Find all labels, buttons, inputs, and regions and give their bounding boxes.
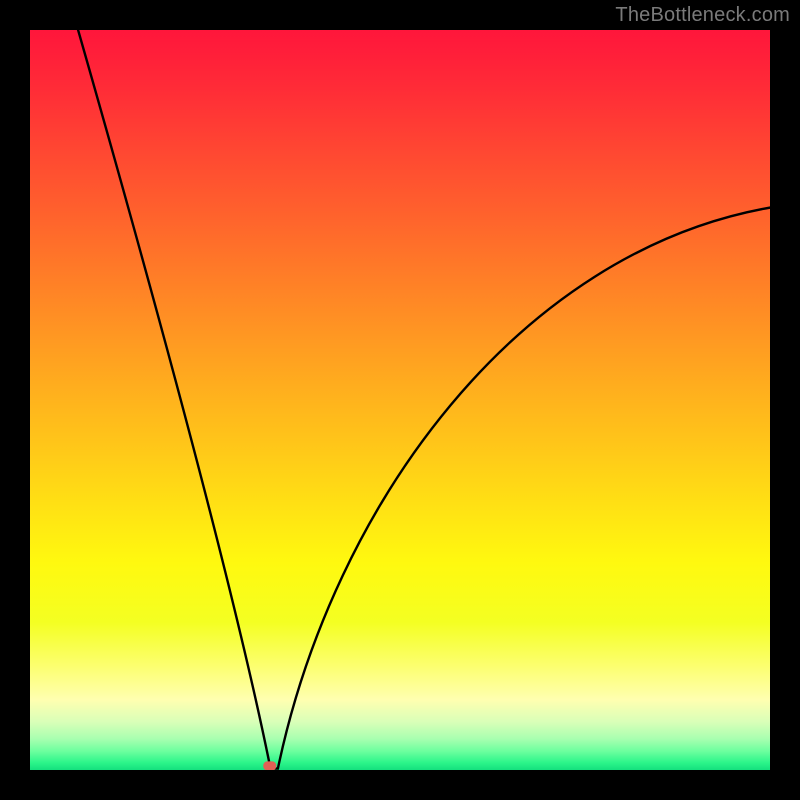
minimum-marker [263, 761, 276, 770]
chart-svg [30, 30, 770, 770]
plot-area [30, 30, 770, 770]
chart-container: TheBottleneck.com [0, 0, 800, 800]
plot-background [30, 30, 770, 770]
watermark-label: TheBottleneck.com [615, 4, 790, 27]
